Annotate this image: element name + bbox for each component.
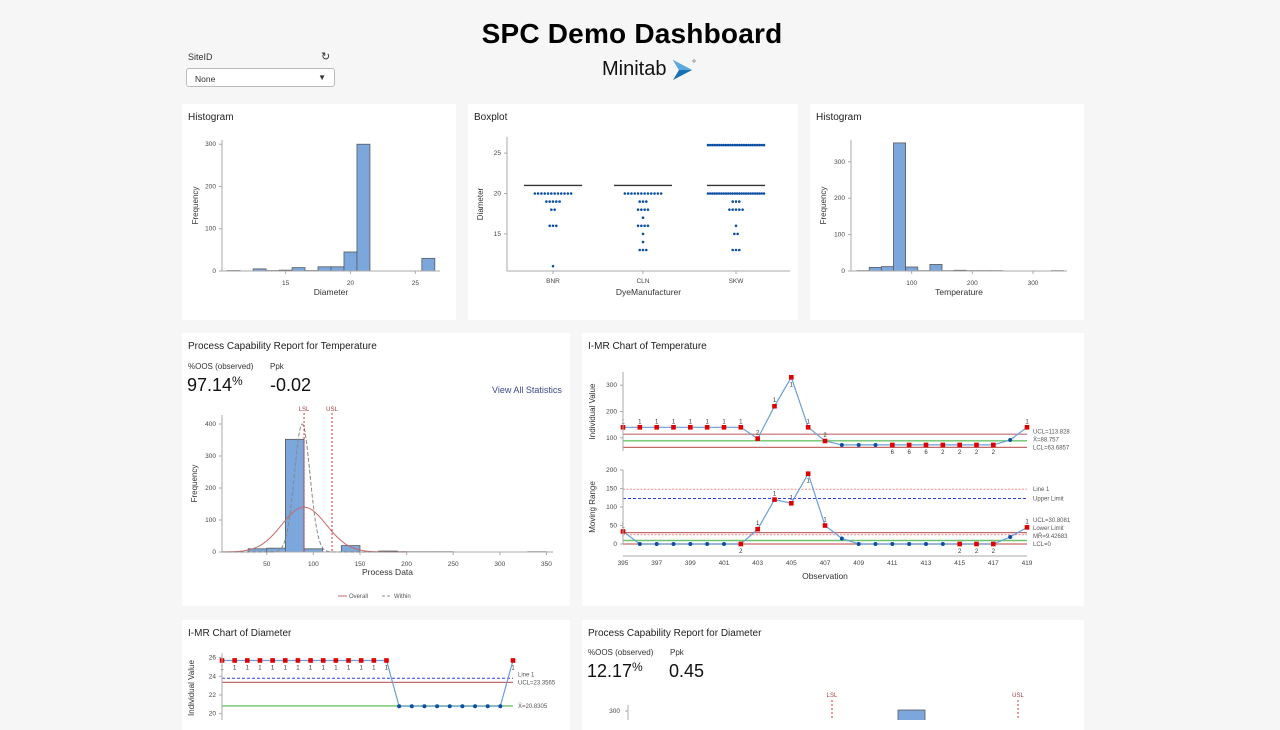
card-title: I-MR Chart of Temperature (588, 341, 707, 352)
card-histogram-diameter: Histogram (182, 104, 456, 320)
view-all-statistics-link[interactable]: View All Statistics (492, 385, 562, 395)
refresh-icon[interactable]: ↻ (321, 50, 330, 63)
oos-unit: % (232, 374, 243, 388)
oos-number: 12.17 (587, 661, 632, 681)
ppk-label: Ppk (670, 648, 684, 657)
card-title: Histogram (188, 112, 234, 123)
chevron-down-icon: ▼ (318, 73, 326, 82)
card-boxplot: Boxplot (468, 104, 798, 320)
siteid-select[interactable]: None ▼ (186, 68, 335, 87)
logo-text: Minitab (602, 58, 666, 81)
ppk-value: -0.02 (270, 375, 311, 396)
oos-label: %OOS (observed) (188, 362, 253, 371)
oos-value: 97.14% (187, 374, 243, 396)
card-histogram-temperature: Histogram (810, 104, 1084, 320)
minitab-logo: Minitab (602, 58, 696, 81)
card-imr-diameter: I-MR Chart of Diameter (182, 620, 570, 730)
minitab-logo-icon (672, 59, 696, 81)
card-title: Process Capability Report for Diameter (588, 628, 761, 639)
ppk-label: Ppk (270, 362, 284, 371)
oos-number: 97.14 (187, 375, 232, 395)
oos-value: 12.17% (587, 660, 643, 682)
oos-label: %OOS (observed) (588, 648, 653, 657)
ppk-value: 0.45 (669, 661, 704, 682)
card-title: Boxplot (474, 112, 507, 123)
card-capability-temperature: Process Capability Report for Temperatur… (182, 333, 570, 606)
oos-unit: % (632, 660, 643, 674)
card-imr-temperature: I-MR Chart of Temperature (582, 333, 1084, 606)
card-capability-diameter: Process Capability Report for Diameter %… (582, 620, 1084, 730)
card-title: Process Capability Report for Temperatur… (188, 341, 377, 352)
card-title: Histogram (816, 112, 862, 123)
siteid-label: SiteID (188, 52, 213, 62)
card-title: I-MR Chart of Diameter (188, 628, 291, 639)
siteid-selected-value: None (195, 74, 215, 84)
page-title: SPC Demo Dashboard (0, 18, 1264, 50)
